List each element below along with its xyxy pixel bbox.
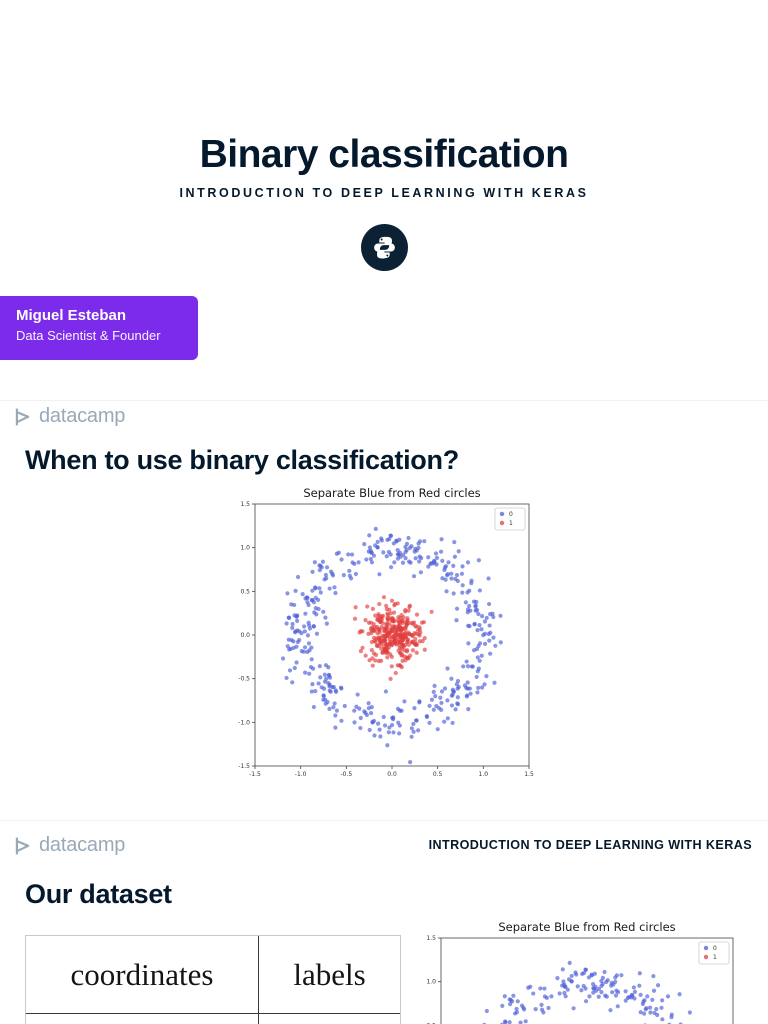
scatter-plot-circles-2: Separate Blue from Red circles-1.5-1.0-0… bbox=[424, 920, 746, 1024]
datacamp-logo-icon bbox=[15, 408, 30, 425]
svg-text:0.0: 0.0 bbox=[240, 632, 250, 639]
svg-text:1.5: 1.5 bbox=[240, 501, 250, 508]
datacamp-logo: datacamp bbox=[14, 405, 125, 428]
svg-text:0: 0 bbox=[509, 511, 513, 518]
deck-subtitle: INTRODUCTION TO DEEP LEARNING WITH KERAS bbox=[179, 186, 589, 200]
svg-text:1: 1 bbox=[713, 954, 717, 961]
author-badge: Miguel Esteban Data Scientist & Founder bbox=[0, 296, 198, 360]
svg-text:-1.5: -1.5 bbox=[249, 771, 261, 778]
datacamp-wordmark: datacamp bbox=[39, 834, 126, 856]
slide-3-heading: Our dataset bbox=[25, 879, 172, 909]
svg-text:0.5: 0.5 bbox=[433, 771, 443, 778]
svg-text:-1.5: -1.5 bbox=[238, 763, 250, 770]
svg-text:0.5: 0.5 bbox=[426, 1022, 436, 1024]
table-cell-labels bbox=[259, 1014, 400, 1024]
datacamp-wordmark: datacamp bbox=[39, 405, 126, 427]
svg-text:-0.5: -0.5 bbox=[340, 771, 352, 778]
scatter-plot-circles-1: Separate Blue from Red circles -1.5 -1.0 -0… bbox=[238, 486, 542, 784]
datacamp-logo: datacamp bbox=[14, 834, 125, 857]
svg-text:Separate Blue from Red circles: Separate Blue from Red circles bbox=[303, 488, 480, 500]
author-role: Data Scientist & Founder bbox=[16, 328, 161, 343]
course-title-header: INTRODUCTION TO DEEP LEARNING WITH KERAS bbox=[428, 838, 752, 852]
svg-text:1.5: 1.5 bbox=[524, 771, 534, 778]
slide-divider bbox=[0, 400, 768, 401]
datacamp-logo-icon bbox=[15, 837, 30, 854]
svg-text:-1.0: -1.0 bbox=[238, 719, 250, 726]
table-col-coordinates: coordinates bbox=[26, 936, 259, 1013]
svg-text:1: 1 bbox=[509, 520, 513, 527]
dataset-table-header: coordinates labels bbox=[26, 936, 400, 1014]
table-cell-coordinates bbox=[26, 1014, 259, 1024]
slide-3-our-dataset: datacamp INTRODUCTION TO DEEP LEARNING W… bbox=[0, 822, 768, 1024]
svg-text:0: 0 bbox=[713, 945, 717, 952]
slide-divider bbox=[0, 820, 768, 821]
dataset-table: coordinates labels bbox=[25, 935, 401, 1024]
svg-text:0.5: 0.5 bbox=[240, 588, 250, 595]
slide-2-when-to-use: datacamp When to use binary classificati… bbox=[0, 400, 768, 820]
slide-2-heading: When to use binary classification? bbox=[25, 445, 459, 475]
scatter-plot-svg: Separate Blue from Red circles-1.5-1.0-0… bbox=[426, 920, 734, 1024]
python-icon bbox=[361, 224, 408, 271]
svg-text:-0.5: -0.5 bbox=[238, 676, 250, 683]
svg-text:1.5: 1.5 bbox=[426, 935, 436, 942]
author-name: Miguel Esteban bbox=[16, 307, 127, 324]
svg-text:-1.0: -1.0 bbox=[295, 771, 307, 778]
dataset-table-row bbox=[26, 1014, 400, 1024]
python-icon-glyph bbox=[374, 236, 395, 259]
svg-text:1.0: 1.0 bbox=[240, 545, 250, 552]
deck-title: Binary classification bbox=[199, 133, 569, 176]
svg-text:0.0: 0.0 bbox=[387, 771, 397, 778]
slide-1-title: Binary classification INTRODUCTION TO DE… bbox=[0, 0, 768, 400]
scatter-plot-svg: Separate Blue from Red circles -1.5 -1.0 -0… bbox=[238, 486, 534, 778]
svg-text:1.0: 1.0 bbox=[426, 979, 436, 986]
table-col-labels: labels bbox=[293, 956, 366, 992]
svg-text:Separate Blue from Red circles: Separate Blue from Red circles bbox=[498, 922, 675, 934]
svg-text:1.0: 1.0 bbox=[479, 771, 489, 778]
